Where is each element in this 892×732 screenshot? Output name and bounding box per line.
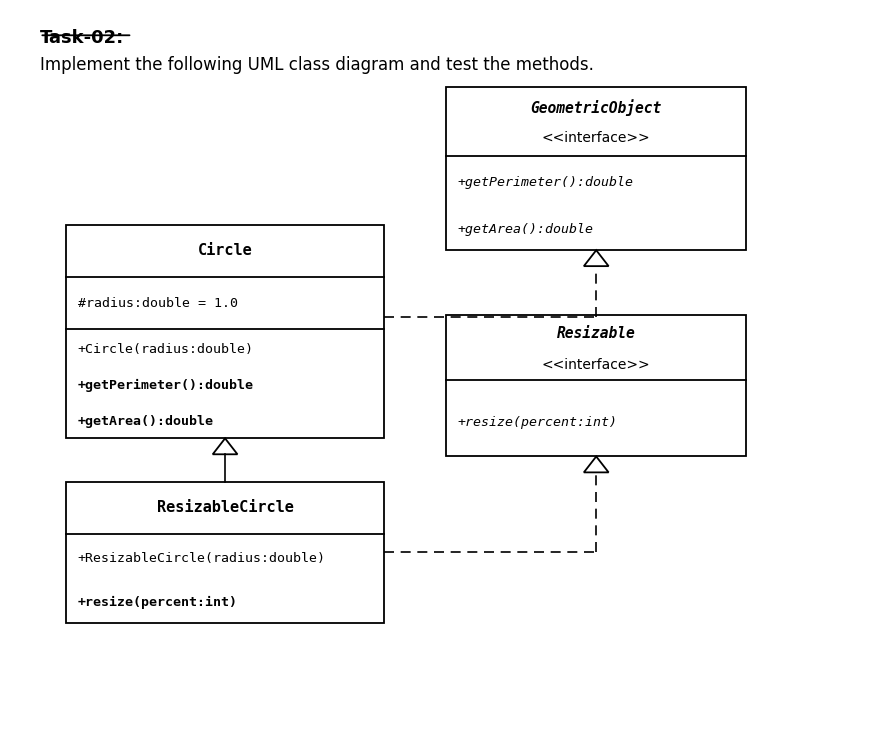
- Text: Implement the following UML class diagram and test the methods.: Implement the following UML class diagra…: [39, 56, 593, 74]
- Text: +getArea():double: +getArea():double: [78, 416, 213, 428]
- Text: Task-02:: Task-02:: [39, 29, 124, 48]
- Text: GeometricObject: GeometricObject: [531, 99, 662, 116]
- Text: +resize(percent:int): +resize(percent:int): [78, 597, 237, 610]
- Text: ResizableCircle: ResizableCircle: [157, 501, 293, 515]
- Text: #radius:double = 1.0: #radius:double = 1.0: [78, 296, 237, 310]
- Text: +ResizableCircle(radius:double): +ResizableCircle(radius:double): [78, 552, 326, 565]
- Text: <<interface>>: <<interface>>: [542, 357, 650, 372]
- Bar: [66, 482, 384, 623]
- Text: +getArea():double: +getArea():double: [458, 223, 593, 236]
- Text: +getPerimeter():double: +getPerimeter():double: [458, 176, 633, 189]
- Text: Circle: Circle: [198, 244, 252, 258]
- Bar: [66, 225, 384, 438]
- Bar: [446, 315, 747, 457]
- Text: +getPerimeter():double: +getPerimeter():double: [78, 379, 253, 392]
- Text: Resizable: Resizable: [557, 326, 636, 341]
- Text: +Circle(radius:double): +Circle(radius:double): [78, 343, 253, 356]
- Text: +resize(percent:int): +resize(percent:int): [458, 416, 617, 429]
- Text: <<interface>>: <<interface>>: [542, 132, 650, 146]
- Bar: [446, 87, 747, 250]
